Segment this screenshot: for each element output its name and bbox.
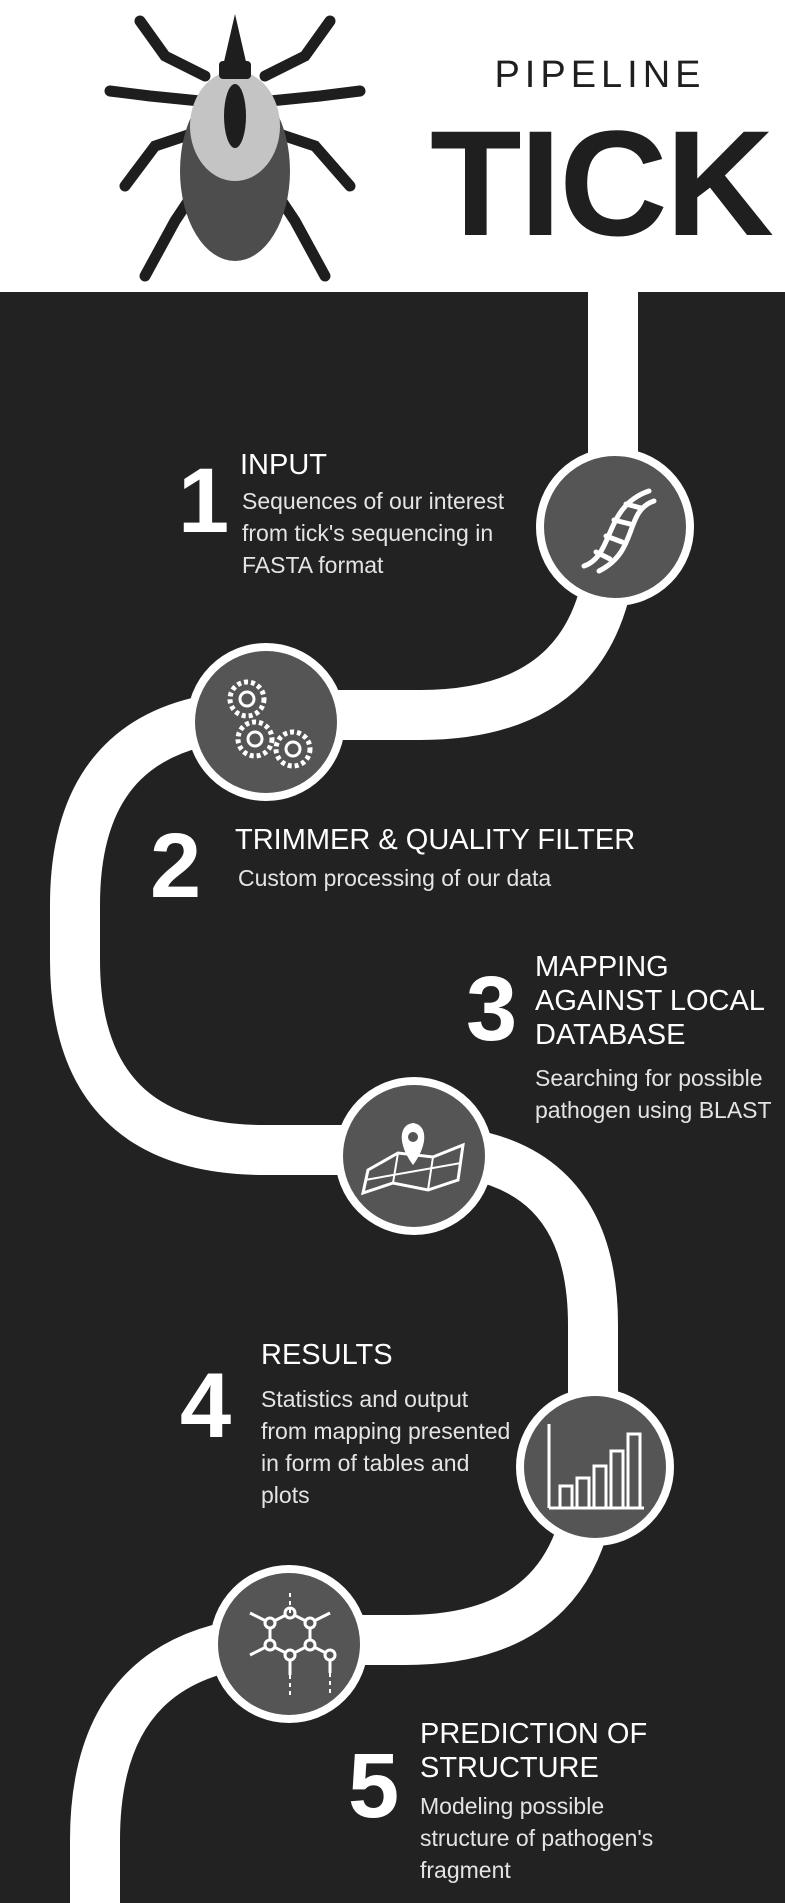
step-4-title: RESULTS bbox=[261, 1339, 393, 1371]
step-2-description: Custom processing of our data bbox=[238, 865, 552, 891]
page-title: TICK bbox=[430, 99, 774, 267]
step-5-number: 5 bbox=[348, 1735, 400, 1837]
step-5-description: Modeling possible structure of pathogen'… bbox=[420, 1793, 654, 1883]
gears-icon bbox=[227, 679, 313, 769]
step-4-number: 4 bbox=[180, 1355, 232, 1457]
step-2-number: 2 bbox=[150, 815, 202, 917]
step-5-circle bbox=[210, 1565, 368, 1723]
step-3-number: 3 bbox=[466, 958, 518, 1060]
step-1-title: INPUT bbox=[240, 449, 327, 481]
step-1-description: Sequences of our interest from tick's se… bbox=[242, 488, 505, 578]
step-4-description: Statistics and output from mapping prese… bbox=[261, 1386, 511, 1508]
header: PIPELINE TICK bbox=[0, 0, 785, 292]
step-3-circle bbox=[335, 1077, 493, 1235]
step-2-title: TRIMMER & QUALITY FILTER bbox=[235, 824, 636, 856]
step-3-title: MAPPING AGAINST LOCAL DATABASE bbox=[535, 951, 764, 1051]
pipeline-subtitle: PIPELINE bbox=[494, 54, 706, 96]
dna-icon bbox=[581, 488, 657, 574]
step-1-number: 1 bbox=[178, 450, 230, 552]
map-pin-icon bbox=[360, 1123, 465, 1196]
bar-chart-icon bbox=[547, 1424, 644, 1510]
step-2-circle bbox=[187, 643, 345, 801]
step-1-circle bbox=[536, 448, 694, 606]
step-4-circle bbox=[516, 1388, 674, 1546]
tick-illustration-icon bbox=[104, 14, 366, 282]
molecule-icon bbox=[249, 1591, 337, 1697]
step-3-description: Searching for possible pathogen using BL… bbox=[535, 1065, 772, 1123]
step-5-title: PREDICTION OF STRUCTURE bbox=[420, 1718, 648, 1784]
